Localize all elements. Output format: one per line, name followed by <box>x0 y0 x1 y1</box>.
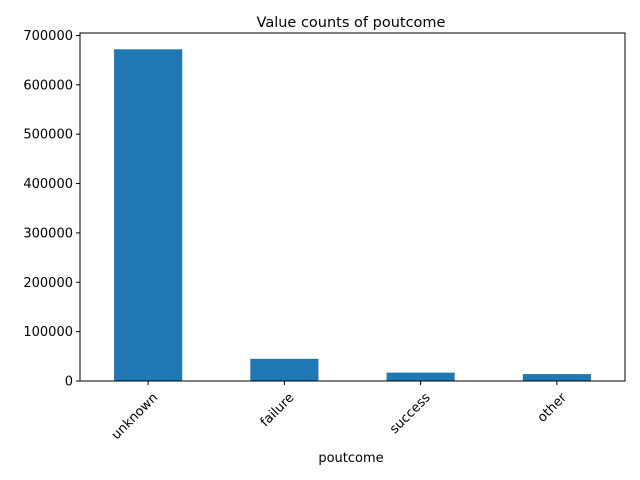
y-tick-label: 600000 <box>23 78 73 93</box>
y-tick-label: 100000 <box>23 325 73 340</box>
y-tick-label: 500000 <box>23 128 73 143</box>
chart-title: Value counts of poutcome <box>257 15 446 31</box>
x-tick-label-failure: failure <box>258 390 298 430</box>
y-axis: 0 100000 200000 300000 400000 500000 600000 700… <box>23 29 80 390</box>
bars-group <box>114 49 591 381</box>
y-tick-label: 700000 <box>23 29 73 44</box>
plot-frame <box>79 32 626 382</box>
bar-unknown <box>114 49 183 381</box>
x-tick-label-unknown: unknown <box>109 390 161 442</box>
y-tick-label: 0 <box>65 375 73 390</box>
bar-success <box>386 372 455 381</box>
bar-other <box>522 374 591 381</box>
y-tick-label: 300000 <box>23 226 73 241</box>
y-tick-label: 200000 <box>23 276 73 291</box>
x-tick-label-other: other <box>535 390 571 426</box>
x-tick-label-success: success <box>387 390 434 437</box>
x-axis-label: poutcome <box>318 451 383 466</box>
bar-failure <box>250 358 319 381</box>
y-tick-label: 400000 <box>23 177 73 192</box>
x-axis: unknown failure success other <box>109 381 571 443</box>
